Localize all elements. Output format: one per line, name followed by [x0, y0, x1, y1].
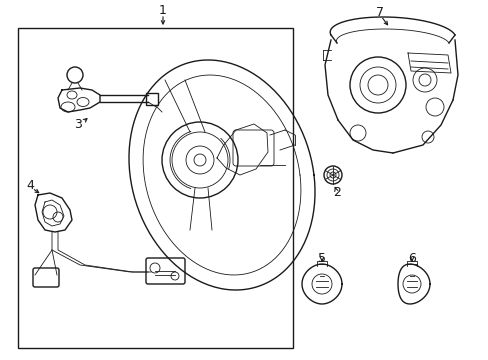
Text: 1: 1: [159, 4, 166, 17]
Bar: [18, 28, 292, 348]
Text: 2: 2: [332, 185, 340, 198]
Text: 4: 4: [26, 179, 34, 192]
Text: 7: 7: [375, 5, 383, 18]
Text: 6: 6: [407, 252, 415, 265]
Text: 3: 3: [74, 117, 82, 131]
Text: 5: 5: [317, 252, 325, 265]
